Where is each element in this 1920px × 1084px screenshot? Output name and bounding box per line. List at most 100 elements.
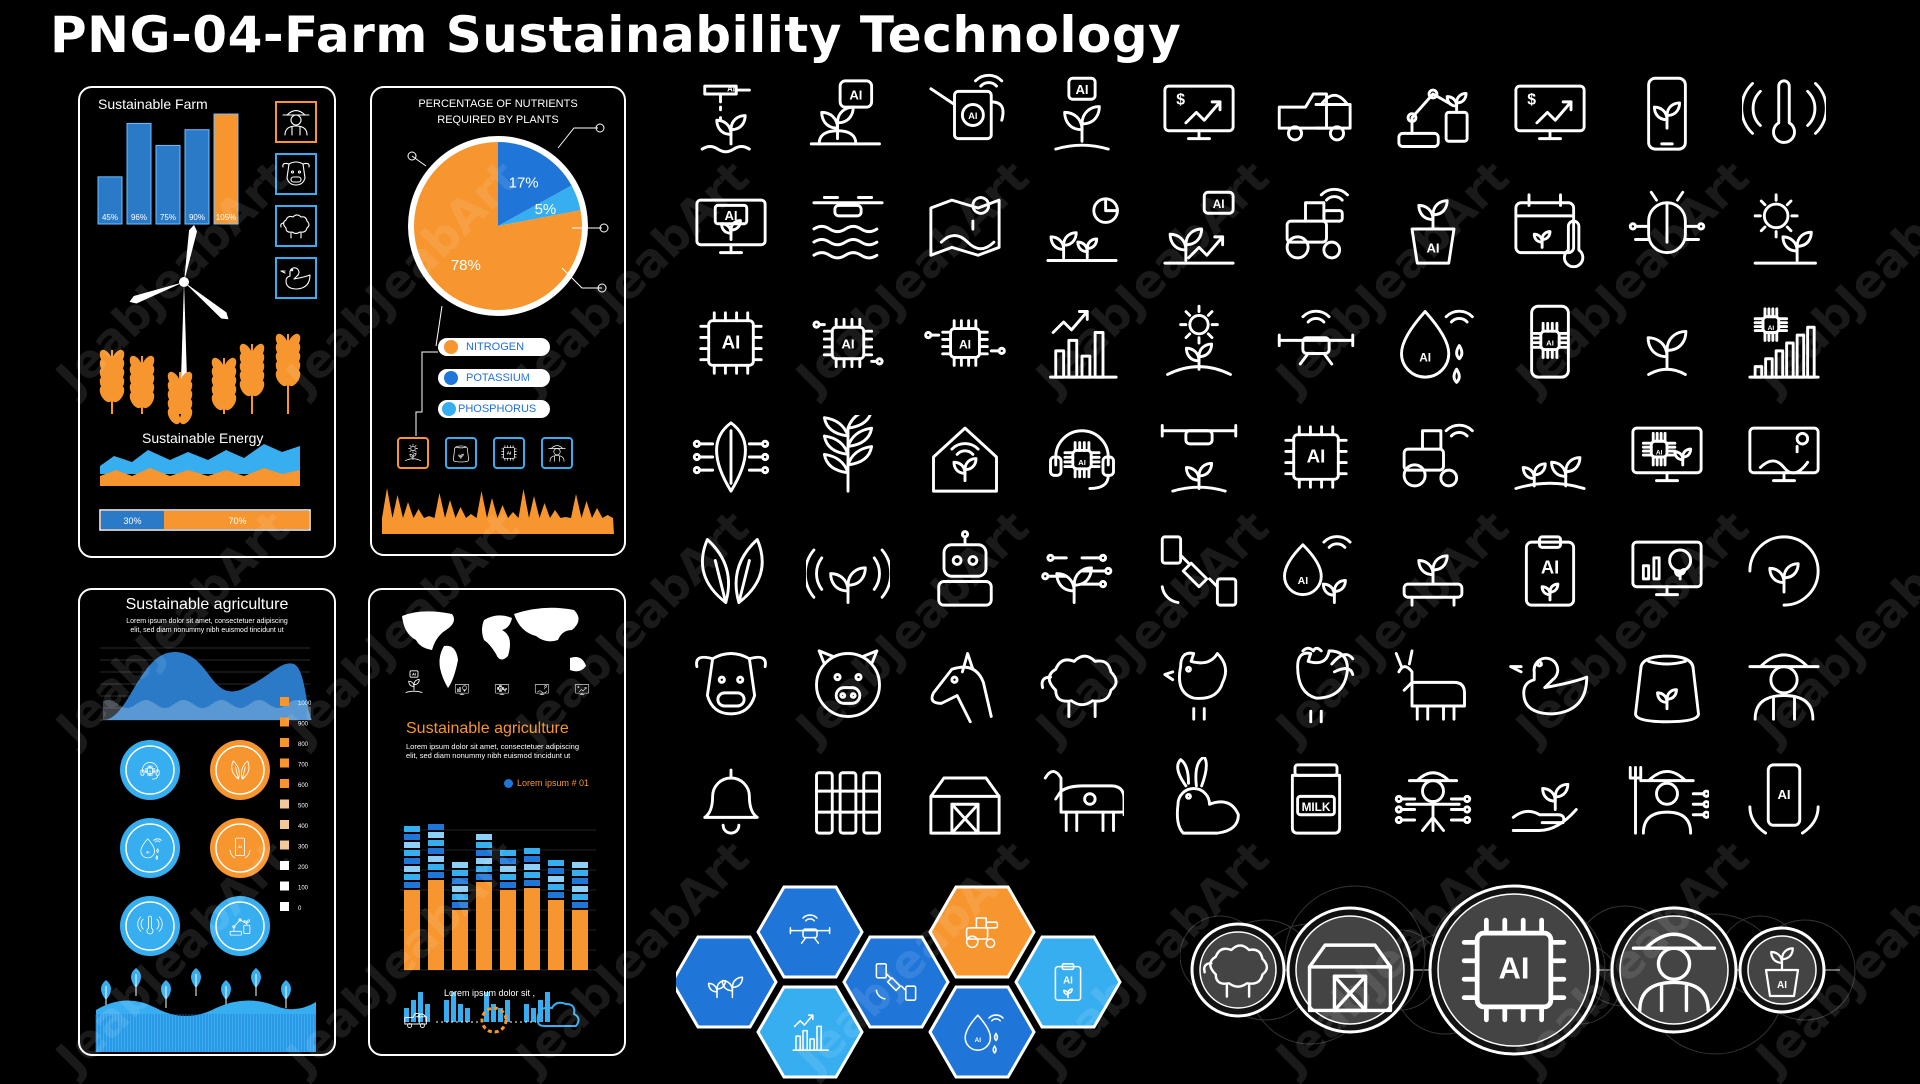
farm-truck-icon (1261, 60, 1371, 170)
legend-dot (444, 340, 458, 354)
bar-blue-segment (404, 826, 420, 832)
growth-bars-icon (1049, 310, 1118, 379)
bar-blue-segment (404, 874, 420, 880)
icon-box (275, 257, 317, 299)
sustainable-farm-panel: Sustainable Farm 45% 96% 75% 90% 105% 30% 70% … (78, 86, 336, 558)
bar-orange (476, 882, 492, 970)
wifi-plant-icon (793, 516, 903, 626)
world-map (402, 611, 454, 650)
bar (184, 129, 210, 225)
svg-text:AI: AI (1656, 449, 1663, 456)
panel-title-line2: REQUIRED BY PLANTS (437, 114, 559, 126)
bar-blue-segment (404, 866, 420, 872)
farmer-fork-icon (1628, 766, 1709, 835)
drone-water-icon (793, 174, 903, 284)
temperature-sensor-icon (1729, 60, 1839, 170)
leaves-icon (700, 538, 764, 604)
svg-text:AI: AI (724, 208, 737, 223)
feature-ring (125, 823, 175, 873)
farmer-icon (1631, 932, 1717, 1013)
bar-blue-segment (524, 872, 540, 878)
rabbit-icon (1144, 744, 1254, 854)
bar-blue-segment (500, 866, 516, 872)
ai-growth-icon: AI (1163, 190, 1235, 265)
sun-plant-icon (404, 443, 422, 462)
bar-blue-segment (524, 864, 540, 870)
svg-text:AI: AI (1426, 241, 1439, 256)
bar-blue-segment (500, 874, 516, 880)
wheat-icon (129, 355, 155, 414)
bar-label: 96% (131, 213, 147, 222)
icon-grid: AI AI AI AI $ $ AI AI AI AI AI AI AI AI AI AI AI AI AI AI MI… (676, 60, 1856, 870)
ai-irrigation-icon: AI (676, 60, 786, 170)
turbine-blades (129, 224, 229, 320)
ai-growth-icon: AI (1144, 174, 1254, 284)
svg-text:$: $ (577, 685, 579, 689)
robot-arm-icon (1378, 60, 1488, 170)
bar (126, 122, 152, 225)
hand-sprout-icon (1511, 782, 1578, 832)
svg-text:AI: AI (238, 845, 242, 849)
ai-headset-icon: AI (140, 762, 160, 780)
ai-computer-plant-icon: AI (1612, 402, 1722, 512)
bar (155, 144, 181, 225)
pie-label: 17% (509, 175, 539, 192)
bar-blue-segment (428, 864, 444, 870)
bar-orange (404, 890, 420, 970)
panel-title: Sustainable agriculture (125, 596, 289, 613)
svg-text:AI: AI (959, 337, 971, 351)
farm-truck-icon (404, 1013, 427, 1029)
robot-arm-icon (1397, 88, 1469, 148)
monitor-chart-icon (1631, 540, 1703, 597)
bar-blue-segment (428, 824, 444, 830)
hexagon-cluster: AI AI (676, 885, 1122, 1079)
growth-bars-icon (1027, 288, 1137, 398)
bar-blue-segment (572, 870, 588, 876)
ai-drop-plant-icon: AI (1261, 516, 1371, 626)
leader-dot (407, 151, 417, 161)
bell-icon (703, 768, 759, 835)
icon-box (445, 437, 477, 469)
farmer-icon (1729, 630, 1839, 740)
fence-icon (815, 771, 881, 835)
horse-icon (910, 630, 1020, 740)
bar-blue-segment (572, 902, 588, 908)
svg-text:AI: AI (841, 336, 854, 351)
world-chart: AI AI $ (400, 607, 596, 1034)
legend-nitrogen: NITROGEN (438, 338, 550, 356)
cow-body-icon (1043, 770, 1124, 832)
ai-chip-icon: AI (1261, 402, 1371, 512)
satellite-icon (1160, 535, 1238, 607)
gear-icon (480, 1006, 508, 1034)
ai-computer-plant-icon: AI (1631, 426, 1703, 483)
hexagon (756, 885, 864, 979)
svg-text:AI: AI (1307, 445, 1326, 466)
ai-chip-icon: AI (1284, 425, 1348, 489)
sheep-icon (1027, 630, 1137, 740)
pig-icon (793, 630, 903, 740)
bar-orange (500, 890, 516, 970)
scale-box (280, 881, 289, 891)
temperature-sensor-icon (1742, 79, 1826, 144)
mini-bar (465, 1008, 470, 1022)
world-map (482, 615, 512, 660)
ai-plant-icon: AI (793, 60, 903, 170)
bar-blue-segment (524, 856, 540, 862)
panel-title: Sustainable agriculture (406, 720, 569, 737)
duck-icon (1495, 630, 1605, 740)
scarecrow-circuit-icon (1394, 771, 1472, 832)
leader-dot (595, 123, 605, 133)
scarecrow-circuit-icon (1378, 744, 1488, 854)
leaf-circuit-icon (676, 402, 786, 512)
bar-orange (524, 888, 540, 970)
bar-blue-segment (404, 850, 420, 856)
svg-text:AI: AI (1546, 339, 1554, 348)
bar-blue-segment (476, 834, 492, 840)
scale-box (280, 861, 289, 870)
milk-can-icon: MILK (1261, 744, 1371, 854)
drone-plant-icon (1144, 402, 1254, 512)
bar-blue-segment (452, 886, 468, 892)
ai-phone-hands-icon: AI (229, 837, 251, 859)
wheat-icon (275, 333, 301, 414)
svg-text:AI: AI (1078, 458, 1086, 467)
